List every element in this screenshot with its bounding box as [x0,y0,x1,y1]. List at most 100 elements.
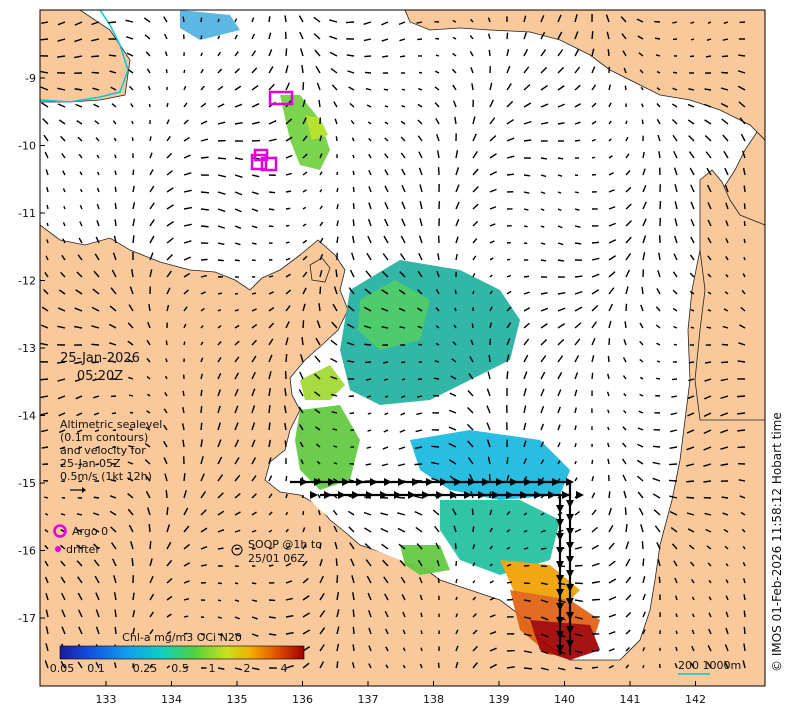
velocity-arrow [418,344,422,345]
velocity-arrow [47,205,48,209]
velocity-arrow [353,627,354,634]
velocity-arrow [149,104,150,107]
date-line-1: 25-Jan-2026 [60,351,140,366]
velocity-arrow [130,412,133,413]
velocity-arrow [353,203,354,209]
velocity-arrow [286,191,291,192]
velocity-arrow [455,543,456,549]
scale-label: 200 1000m [678,659,741,672]
velocity-arrow [722,497,728,498]
velocity-arrow [269,405,270,413]
velocity-arrow [438,578,439,583]
velocity-arrow [744,221,745,226]
velocity-arrow [421,631,422,634]
velocity-arrow [183,391,184,396]
velocity-arrow [353,219,354,226]
velocity-arrow [489,50,490,56]
drifter-legend-icon [55,546,61,552]
velocity-arrow [575,583,583,584]
velocity-arrow [472,509,473,515]
velocity-arrow [507,174,514,175]
velocity-arrow [706,56,711,57]
velocity-arrow [269,192,275,193]
velocity-arrow [112,413,116,414]
legend-line-1: Altimetric sealevel [60,418,162,431]
velocity-arrow [149,524,150,532]
velocity-arrow [575,140,580,141]
velocity-arrow [115,219,116,226]
velocity-arrow [455,290,456,294]
velocity-arrow [744,627,745,634]
velocity-arrow [286,225,289,226]
velocity-arrow [269,209,274,210]
velocity-arrow [524,668,532,669]
colorbar-tick-label: 0.5 [171,662,189,675]
colorbar-tick-label: 2 [244,662,251,675]
lat-tick-label: -11 [18,207,36,220]
velocity-arrow [184,70,185,73]
velocity-arrow [659,577,660,583]
velocity-arrow [201,406,202,413]
velocity-arrow [626,524,627,532]
velocity-arrow [744,594,745,600]
velocity-arrow [541,260,546,261]
velocity-arrow [642,287,643,294]
velocity-arrow [133,235,134,243]
velocity-arrow [657,361,660,362]
velocity-arrow [655,38,660,39]
velocity-arrow [472,323,473,328]
velocity-arrow [575,243,581,244]
velocity-arrow [353,171,354,175]
lat-tick-label: -12 [18,275,36,288]
velocity-arrow [592,599,600,600]
velocity-arrow [150,541,151,549]
velocity-arrow [94,497,99,498]
velocity-arrow [109,55,116,56]
velocity-arrow [336,558,337,566]
velocity-arrow [364,344,371,345]
velocity-arrow [401,362,405,363]
velocity-arrow [434,378,439,379]
velocity-arrow [115,627,116,634]
argo-legend-label: Argo 0 [72,525,108,538]
colorbar [60,646,304,659]
velocity-arrow [686,481,694,482]
velocity-arrow [336,136,337,141]
velocity-arrow [489,355,490,362]
velocity-arrow [417,39,422,40]
legend-line-3: and velocity for [60,444,146,457]
velocity-arrow [592,460,593,464]
velocity-arrow [92,72,99,73]
velocity-arrow [108,22,116,23]
velocity-arrow [302,337,303,345]
velocity-arrow [507,371,508,379]
colorbar-tick-label: 1 [209,662,216,675]
velocity-arrow [91,56,99,57]
velocity-arrow [286,354,287,362]
velocity-arrow [676,631,677,634]
velocity-arrow [507,457,508,464]
velocity-arrow [132,558,133,566]
velocity-arrow [269,565,273,566]
legend-line-5: 0.5m/s (1kt 12h) [60,470,152,483]
velocity-arrow [744,257,745,260]
velocity-arrow [397,497,405,498]
lat-tick-label: -14 [18,410,36,423]
velocity-arrow [167,103,168,107]
velocity-arrow [40,379,48,380]
lon-tick-label: 138 [423,693,444,706]
drifter-legend-label: drifter [66,543,100,556]
velocity-arrow [625,507,626,515]
velocity-arrow [507,582,512,583]
lat-tick-label: -15 [18,477,36,490]
velocity-arrow [166,340,167,345]
velocity-arrow [643,665,644,668]
velocity-arrow [642,541,643,549]
velocity-arrow [721,362,728,363]
velocity-arrow [625,86,626,90]
velocity-arrow [184,473,185,481]
velocity-arrow [218,583,222,584]
velocity-arrow [541,158,547,159]
velocity-arrow [473,291,474,294]
